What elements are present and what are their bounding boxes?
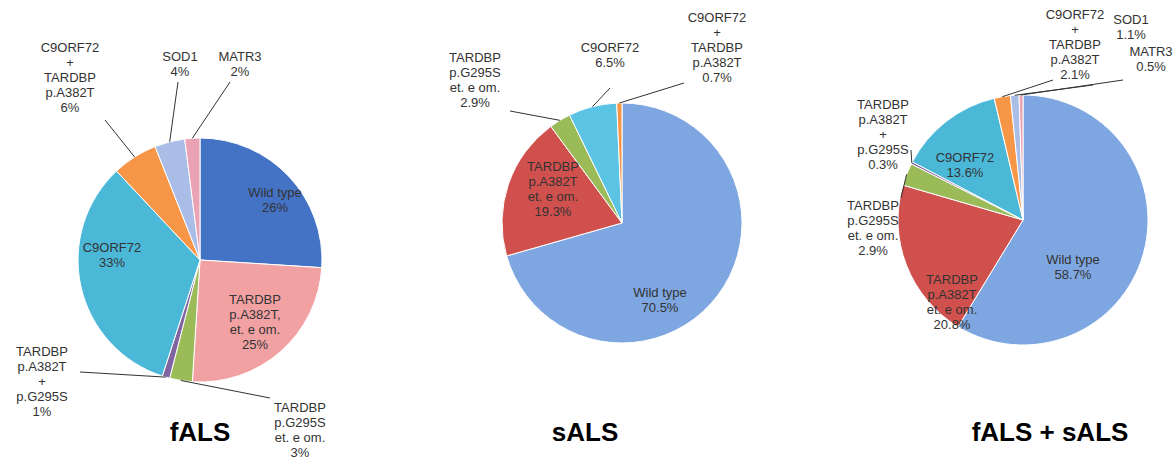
svg-text:TARDBPp.A382Tet. e om.19.3%: TARDBPp.A382Tet. e om.19.3% bbox=[527, 159, 579, 219]
svg-text:TARDBPp.A382Tet. e om.20.8%: TARDBPp.A382Tet. e om.20.8% bbox=[926, 272, 978, 332]
svg-text:C9ORF726.5%: C9ORF726.5% bbox=[581, 40, 640, 70]
svg-text:TARDBPp.G295Set. e om.2.9%: TARDBPp.G295Set. e om.2.9% bbox=[847, 198, 899, 258]
svg-text:TARDBPp.A382T+p.G295S0.3%: TARDBPp.A382T+p.G295S0.3% bbox=[857, 97, 909, 172]
svg-text:SOD11.1%: SOD11.1% bbox=[1113, 12, 1148, 42]
svg-text:C9ORF72+TARDBPp.A382T0.7%: C9ORF72+TARDBPp.A382T0.7% bbox=[688, 10, 747, 85]
svg-text:TARDBPp.G295Set. e om.3%: TARDBPp.G295Set. e om.3% bbox=[274, 400, 326, 460]
svg-text:SOD14%: SOD14% bbox=[162, 49, 197, 79]
svg-text:C9ORF7213.6%: C9ORF7213.6% bbox=[936, 150, 995, 180]
svg-text:TARDBPp.G295Set. e om.2.9%: TARDBPp.G295Set. e om.2.9% bbox=[449, 50, 501, 110]
svg-text:MATR30.5%: MATR30.5% bbox=[1129, 44, 1168, 74]
svg-text:C9ORF72+TARDBPp.A382T6%: C9ORF72+TARDBPp.A382T6% bbox=[41, 40, 100, 115]
svg-text:Wild type58.7%: Wild type58.7% bbox=[1046, 252, 1099, 282]
html-text:fALS + sALS: fALS + sALS bbox=[971, 417, 1129, 447]
svg-text:C9ORF72+TARDBPp.A382T2.1%: C9ORF72+TARDBPp.A382T2.1% bbox=[1046, 7, 1105, 82]
svg-text:TARDBPp.A382T,et. e om.25%: TARDBPp.A382T,et. e om.25% bbox=[229, 292, 281, 352]
html-text:sALS: sALS bbox=[551, 417, 619, 447]
svg-text:Wild type26%: Wild type26% bbox=[248, 185, 301, 215]
svg-text:MATR32%: MATR32% bbox=[218, 49, 261, 79]
svg-text:TARDBPp.A382T+p.G295S1%: TARDBPp.A382T+p.G295S1% bbox=[16, 344, 68, 419]
svg-text:C9ORF7233%: C9ORF7233% bbox=[83, 240, 142, 270]
html-text:fALS: fALS bbox=[169, 417, 231, 447]
svg-text:Wild type70.5%: Wild type70.5% bbox=[633, 285, 686, 315]
